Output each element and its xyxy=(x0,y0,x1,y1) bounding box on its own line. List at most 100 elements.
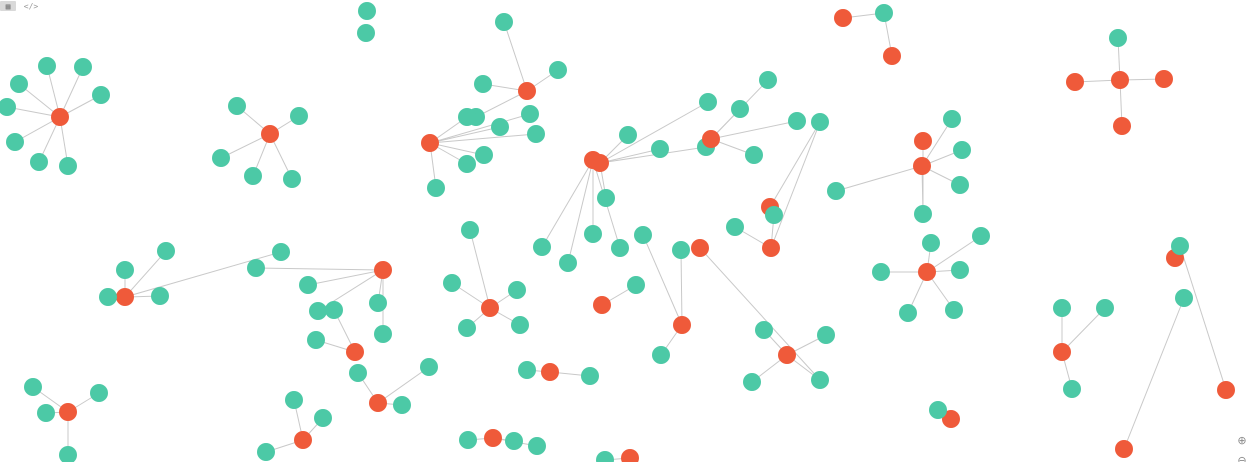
resource-node[interactable] xyxy=(953,141,971,159)
resource-node[interactable] xyxy=(811,371,829,389)
task-node[interactable] xyxy=(1053,343,1071,361)
resource-node[interactable] xyxy=(945,301,963,319)
resource-node[interactable] xyxy=(619,126,637,144)
resource-node[interactable] xyxy=(511,316,529,334)
resource-node[interactable] xyxy=(0,98,16,116)
resource-node[interactable] xyxy=(458,319,476,337)
resource-node[interactable] xyxy=(474,75,492,93)
task-node[interactable] xyxy=(484,429,502,447)
task-node[interactable] xyxy=(51,108,69,126)
resource-node[interactable] xyxy=(634,226,652,244)
resource-node[interactable] xyxy=(443,274,461,292)
resource-node[interactable] xyxy=(521,105,539,123)
resource-node[interactable] xyxy=(745,146,763,164)
resource-node[interactable] xyxy=(581,367,599,385)
resource-node[interactable] xyxy=(611,239,629,257)
task-node[interactable] xyxy=(913,157,931,175)
resource-node[interactable] xyxy=(299,276,317,294)
resource-node[interactable] xyxy=(495,13,513,31)
resource-node[interactable] xyxy=(37,404,55,422)
task-node[interactable] xyxy=(914,132,932,150)
resource-node[interactable] xyxy=(731,100,749,118)
task-node[interactable] xyxy=(518,82,536,100)
resource-node[interactable] xyxy=(212,149,230,167)
resource-node[interactable] xyxy=(699,93,717,111)
resource-node[interactable] xyxy=(257,443,275,461)
resource-node[interactable] xyxy=(6,133,24,151)
resource-node[interactable] xyxy=(811,113,829,131)
resource-node[interactable] xyxy=(817,326,835,344)
resource-node[interactable] xyxy=(899,304,917,322)
resource-node[interactable] xyxy=(24,378,42,396)
task-node[interactable] xyxy=(1155,70,1173,88)
resource-node[interactable] xyxy=(875,4,893,22)
task-node[interactable] xyxy=(1066,73,1084,91)
task-node[interactable] xyxy=(481,299,499,317)
task-node[interactable] xyxy=(1217,381,1235,399)
resource-node[interactable] xyxy=(759,71,777,89)
resource-node[interactable] xyxy=(459,431,477,449)
resource-node[interactable] xyxy=(972,227,990,245)
resource-node[interactable] xyxy=(427,179,445,197)
resource-node[interactable] xyxy=(244,167,262,185)
task-node[interactable] xyxy=(541,363,559,381)
resource-node[interactable] xyxy=(10,75,28,93)
resource-node[interactable] xyxy=(99,288,117,306)
resource-node[interactable] xyxy=(1096,299,1114,317)
resource-node[interactable] xyxy=(1171,237,1189,255)
resource-node[interactable] xyxy=(627,276,645,294)
resource-node[interactable] xyxy=(788,112,806,130)
task-node[interactable] xyxy=(918,263,936,281)
resource-node[interactable] xyxy=(914,205,932,223)
resource-node[interactable] xyxy=(508,281,526,299)
resource-node[interactable] xyxy=(90,384,108,402)
resource-node[interactable] xyxy=(357,24,375,42)
resource-node[interactable] xyxy=(872,263,890,281)
resource-node[interactable] xyxy=(307,331,325,349)
resource-node[interactable] xyxy=(38,57,56,75)
task-node[interactable] xyxy=(369,394,387,412)
task-node[interactable] xyxy=(294,431,312,449)
task-node[interactable] xyxy=(883,47,901,65)
resource-node[interactable] xyxy=(458,108,476,126)
resource-node[interactable] xyxy=(755,321,773,339)
task-node[interactable] xyxy=(261,125,279,143)
resource-node[interactable] xyxy=(475,146,493,164)
zoom-in-icon[interactable]: ⊕ xyxy=(1237,433,1247,447)
resource-node[interactable] xyxy=(672,241,690,259)
zoom-out-icon[interactable]: ⊖ xyxy=(1237,453,1247,462)
task-node[interactable] xyxy=(673,316,691,334)
resource-node[interactable] xyxy=(349,364,367,382)
task-node[interactable] xyxy=(1111,71,1129,89)
resource-node[interactable] xyxy=(358,2,376,20)
task-node[interactable] xyxy=(762,239,780,257)
resource-node[interactable] xyxy=(951,176,969,194)
task-node[interactable] xyxy=(584,151,602,169)
resource-node[interactable] xyxy=(549,61,567,79)
resource-node[interactable] xyxy=(228,97,246,115)
resource-node[interactable] xyxy=(1053,299,1071,317)
resource-node[interactable] xyxy=(309,302,327,320)
resource-node[interactable] xyxy=(285,391,303,409)
resource-node[interactable] xyxy=(314,409,332,427)
task-node[interactable] xyxy=(346,343,364,361)
task-node[interactable] xyxy=(421,134,439,152)
resource-node[interactable] xyxy=(247,259,265,277)
resource-node[interactable] xyxy=(528,437,546,455)
resource-node[interactable] xyxy=(393,396,411,414)
resource-node[interactable] xyxy=(59,446,77,462)
resource-node[interactable] xyxy=(827,182,845,200)
resource-node[interactable] xyxy=(943,110,961,128)
task-node[interactable] xyxy=(778,346,796,364)
resource-node[interactable] xyxy=(765,206,783,224)
resource-node[interactable] xyxy=(597,189,615,207)
resource-node[interactable] xyxy=(116,261,134,279)
code-icon[interactable]: </> xyxy=(23,1,39,11)
resource-node[interactable] xyxy=(272,243,290,261)
resource-node[interactable] xyxy=(30,153,48,171)
resource-node[interactable] xyxy=(1063,380,1081,398)
resource-node[interactable] xyxy=(596,451,614,462)
resource-node[interactable] xyxy=(518,361,536,379)
